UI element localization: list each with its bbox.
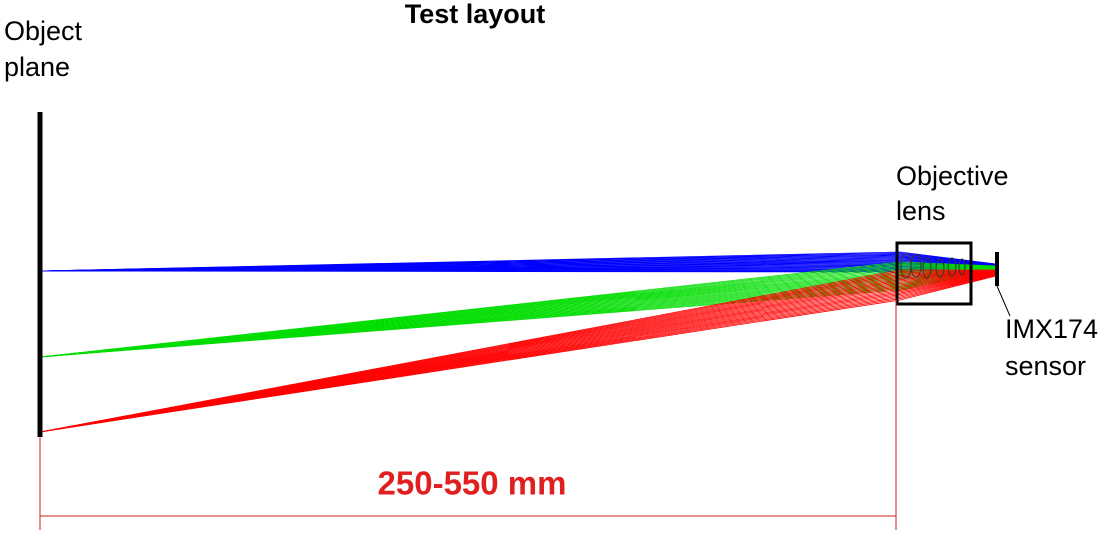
ray xyxy=(899,274,997,295)
ray xyxy=(899,273,997,293)
object-plane-label: plane xyxy=(4,52,70,82)
ray xyxy=(899,273,997,289)
ray xyxy=(899,272,997,287)
object-plane-label: Object xyxy=(4,16,83,46)
ray xyxy=(899,270,997,275)
dimension xyxy=(39,300,897,530)
ray xyxy=(899,272,997,283)
ray xyxy=(899,275,997,300)
leader-line xyxy=(996,285,1011,317)
distance-label: 250-550 mm xyxy=(378,465,567,502)
lens-label: lens xyxy=(896,196,946,226)
ray xyxy=(899,271,997,280)
ray xyxy=(899,271,997,282)
ray-fans xyxy=(39,251,997,433)
ray xyxy=(899,274,997,294)
lens-elements xyxy=(900,253,966,279)
lens-box xyxy=(895,241,973,306)
lens-label: Objective xyxy=(896,161,1009,191)
ray xyxy=(899,275,997,301)
ray xyxy=(899,275,997,298)
ray xyxy=(899,270,997,276)
ray xyxy=(39,299,901,433)
ray xyxy=(899,272,997,285)
ray xyxy=(899,272,997,286)
sensor-label: IMX174 xyxy=(1005,314,1098,344)
ray xyxy=(899,273,997,291)
title: Test layout xyxy=(405,0,546,29)
ray xyxy=(899,270,997,278)
ray xyxy=(899,274,997,297)
ray xyxy=(899,273,997,290)
sensor-label: sensor xyxy=(1005,351,1086,381)
ray xyxy=(899,270,997,274)
ray xyxy=(39,270,901,273)
